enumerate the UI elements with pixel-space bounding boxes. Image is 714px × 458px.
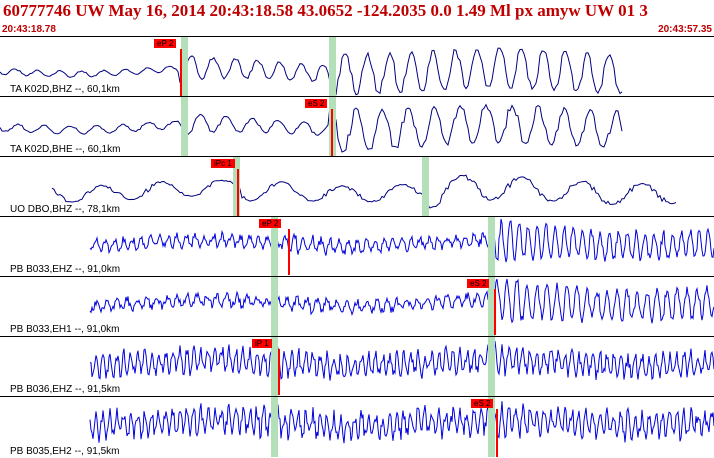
trace-label: TA K02D,BHZ --, 60,1km bbox=[10, 84, 120, 95]
pick-marker-line[interactable] bbox=[288, 229, 290, 275]
pick-window-band-secondary bbox=[488, 337, 495, 396]
event-header: 60777746 UW May 16, 2014 20:43:18.58 43.… bbox=[0, 0, 714, 36]
trace-panel-dbo-bhz[interactable]: iPc 1 UO DBO,BHZ --, 78,1km bbox=[0, 156, 714, 216]
seismogram-panel-stack: eP 2 TA K02D,BHZ --, 60,1km eS 2 TA K02D… bbox=[0, 36, 714, 458]
waveform-trace-line bbox=[90, 340, 714, 381]
pick-label[interactable]: eS 2 bbox=[471, 399, 494, 408]
pick-label[interactable]: iPc 1 bbox=[211, 159, 235, 168]
pick-window-band bbox=[181, 37, 188, 96]
pick-window-band bbox=[233, 157, 240, 216]
waveform-b035-eh2 bbox=[89, 401, 714, 444]
waveform-b033-eh1 bbox=[89, 278, 714, 324]
waveform-trace-line bbox=[89, 401, 714, 444]
trace-panel-b036-ehz[interactable]: iP 1 PB B036,EHZ --, 91,5km bbox=[0, 336, 714, 396]
trace-label: PB B033,EH1 --, 91,0km bbox=[10, 324, 120, 335]
trace-panel-b033-ehz[interactable]: eP 2 PB B033,EHZ --, 91,0km bbox=[0, 216, 714, 276]
pick-marker-line[interactable] bbox=[331, 109, 333, 156]
waveform-b036-ehz bbox=[90, 340, 714, 381]
waveform-trace-line bbox=[51, 174, 677, 209]
pick-label[interactable]: eS 2 bbox=[467, 279, 490, 288]
event-title: 60777746 UW May 16, 2014 20:43:18.58 43.… bbox=[3, 1, 648, 20]
pick-marker-line[interactable] bbox=[278, 349, 280, 395]
trace-panel-b035-eh2[interactable]: eS 2 PB B035,EH2 --, 91,5km bbox=[0, 396, 714, 458]
pick-window-band-secondary bbox=[488, 217, 495, 276]
trace-label: PB B033,EHZ --, 91,0km bbox=[10, 264, 121, 275]
waveform-trace-line bbox=[89, 218, 714, 263]
window-end-time: 20:43:57.35 bbox=[658, 24, 712, 35]
pick-label[interactable]: iP 1 bbox=[252, 339, 272, 348]
trace-label: PB B035,EH2 --, 91,5km bbox=[10, 446, 120, 457]
waveform-b033-ehz bbox=[89, 218, 714, 263]
trace-label: PB B036,EHZ --, 91,5km bbox=[10, 384, 121, 395]
pick-window-band bbox=[271, 397, 278, 457]
trace-label: UO DBO,BHZ --, 78,1km bbox=[10, 204, 121, 215]
waveform-k02d-bhe bbox=[0, 103, 623, 153]
pick-window-band bbox=[271, 217, 278, 276]
window-start-time: 20:43:18.78 bbox=[2, 24, 56, 35]
pick-marker-line[interactable] bbox=[494, 289, 496, 335]
pick-marker-line[interactable] bbox=[496, 409, 498, 457]
waveform-dbo-bhz bbox=[51, 174, 677, 209]
pick-window-band bbox=[271, 277, 278, 336]
trace-panel-b033-eh1[interactable]: eS 2 PB B033,EH1 --, 91,0km bbox=[0, 276, 714, 336]
pick-window-band-secondary bbox=[488, 277, 495, 336]
pick-window-band-secondary bbox=[488, 397, 495, 457]
pick-window-band-secondary bbox=[422, 157, 429, 216]
trace-label: TA K02D,BHE --, 60,1km bbox=[10, 144, 121, 155]
pick-label[interactable]: eS 2 bbox=[305, 99, 328, 108]
waveform-k02d-bhz bbox=[0, 47, 623, 96]
pick-window-band bbox=[181, 97, 188, 156]
pick-marker-line[interactable] bbox=[180, 49, 182, 96]
pick-window-band bbox=[271, 337, 278, 396]
pick-label[interactable]: eP 2 bbox=[259, 219, 282, 228]
pick-label[interactable]: eP 2 bbox=[154, 39, 177, 48]
pick-marker-line[interactable] bbox=[237, 169, 239, 216]
waveform-trace-line bbox=[0, 47, 623, 96]
waveform-trace-line bbox=[0, 103, 623, 153]
trace-panel-k02d-bhz[interactable]: eP 2 TA K02D,BHZ --, 60,1km bbox=[0, 36, 714, 96]
waveform-trace-line bbox=[89, 278, 714, 324]
pick-window-band-secondary bbox=[329, 37, 336, 96]
trace-panel-k02d-bhe[interactable]: eS 2 TA K02D,BHE --, 60,1km bbox=[0, 96, 714, 156]
